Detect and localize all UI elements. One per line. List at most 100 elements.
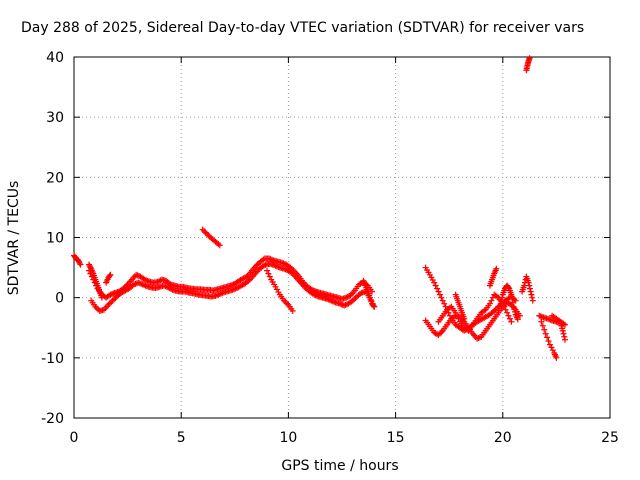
- data-point: [109, 297, 116, 304]
- data-point: [510, 303, 517, 310]
- data-point: [95, 306, 102, 313]
- data-point: [439, 297, 446, 304]
- data-point: [526, 285, 533, 292]
- data-point: [338, 301, 345, 308]
- axis-ticks: [73, 56, 611, 419]
- data-point: [514, 316, 521, 323]
- x-axis-label: GPS time / hours: [281, 458, 398, 474]
- data-point: [216, 242, 223, 249]
- data-point: [559, 327, 566, 334]
- data-point: [498, 297, 505, 304]
- data-point: [111, 296, 118, 303]
- x-tick-label: 10: [279, 430, 297, 446]
- series-afternoon-d: [452, 291, 468, 322]
- series-fragment-near-1h: [86, 261, 105, 301]
- data-point: [461, 315, 468, 322]
- data-point: [289, 307, 296, 314]
- series-late-c: [549, 312, 568, 328]
- data-point: [202, 229, 209, 236]
- data-point: [539, 313, 546, 320]
- data-point: [497, 300, 504, 307]
- data-point: [542, 330, 549, 337]
- data-point: [561, 321, 568, 328]
- data-point: [505, 284, 512, 291]
- y-tick-labels: -20 -10 0 10 20 30 40: [41, 50, 64, 427]
- data-point: [509, 295, 516, 302]
- data-point: [504, 309, 511, 316]
- data-point: [263, 267, 270, 274]
- data-point: [560, 330, 567, 337]
- x-tick-label: 5: [177, 430, 186, 446]
- data-point: [203, 230, 210, 237]
- data-point: [435, 288, 442, 295]
- x-tick-label: 20: [494, 430, 512, 446]
- data-point: [371, 303, 378, 310]
- y-axis-label: SDTVAR / TECUs: [6, 181, 22, 296]
- y-tick-label: 40: [46, 50, 64, 66]
- data-point: [283, 300, 290, 307]
- series-fragment-near-1_6h: [103, 271, 114, 286]
- data-point: [521, 282, 528, 289]
- data-point: [455, 315, 462, 322]
- data-point: [282, 299, 289, 306]
- data-point: [546, 341, 553, 348]
- data-point: [509, 299, 516, 306]
- data-point: [106, 272, 113, 279]
- y-tick-label: 20: [46, 170, 64, 186]
- data-point: [508, 318, 515, 325]
- data-point: [454, 312, 461, 319]
- data-point: [525, 279, 532, 286]
- data-point: [561, 336, 568, 343]
- series-fragment-19_5h: [486, 265, 500, 289]
- data-point: [506, 315, 513, 322]
- series-fragment-20-21h: [497, 282, 521, 323]
- data-point: [502, 306, 509, 313]
- series-lower-trace: [88, 260, 378, 314]
- data-point: [488, 297, 495, 304]
- y-tick-label: 10: [46, 231, 64, 247]
- data-point: [541, 326, 548, 333]
- data-points: [71, 55, 568, 361]
- data-point: [107, 271, 114, 278]
- data-point: [499, 294, 506, 301]
- data-point: [526, 282, 533, 289]
- data-point: [436, 330, 443, 337]
- data-point: [493, 265, 500, 272]
- data-point: [529, 297, 536, 304]
- y-tick-label: -10: [41, 351, 64, 367]
- chart-title: Day 288 of 2025, Sidereal Day-to-day VTE…: [21, 20, 584, 36]
- data-point: [434, 285, 441, 292]
- data-point: [431, 279, 438, 286]
- data-point: [561, 333, 568, 340]
- data-point: [548, 344, 555, 351]
- data-point: [553, 354, 560, 361]
- data-point: [528, 291, 535, 298]
- data-point: [527, 288, 534, 295]
- series-late-b: [538, 318, 560, 361]
- data-point: [77, 261, 84, 268]
- y-tick-label: 30: [46, 110, 64, 126]
- data-point: [544, 334, 551, 341]
- x-tick-label: 15: [387, 430, 405, 446]
- data-point: [108, 299, 115, 306]
- data-point: [526, 55, 533, 62]
- data-point: [199, 226, 206, 233]
- data-point: [370, 302, 377, 309]
- data-point: [266, 273, 273, 280]
- series-fragment-21h: [519, 273, 536, 304]
- data-point: [545, 337, 552, 344]
- data-point: [265, 270, 272, 277]
- x-tick-labels: 0 5 10 15 20 25: [70, 430, 619, 446]
- data-point: [511, 308, 518, 315]
- y-tick-label: -20: [41, 411, 64, 427]
- data-point: [432, 282, 439, 289]
- x-tick-label: 0: [70, 430, 79, 446]
- data-point: [441, 300, 448, 307]
- data-point: [486, 300, 493, 307]
- y-tick-label: 0: [55, 291, 64, 307]
- data-point: [436, 291, 443, 298]
- series-fragment-6-7h: [199, 226, 223, 249]
- data-point: [106, 300, 113, 307]
- data-point: [539, 322, 546, 329]
